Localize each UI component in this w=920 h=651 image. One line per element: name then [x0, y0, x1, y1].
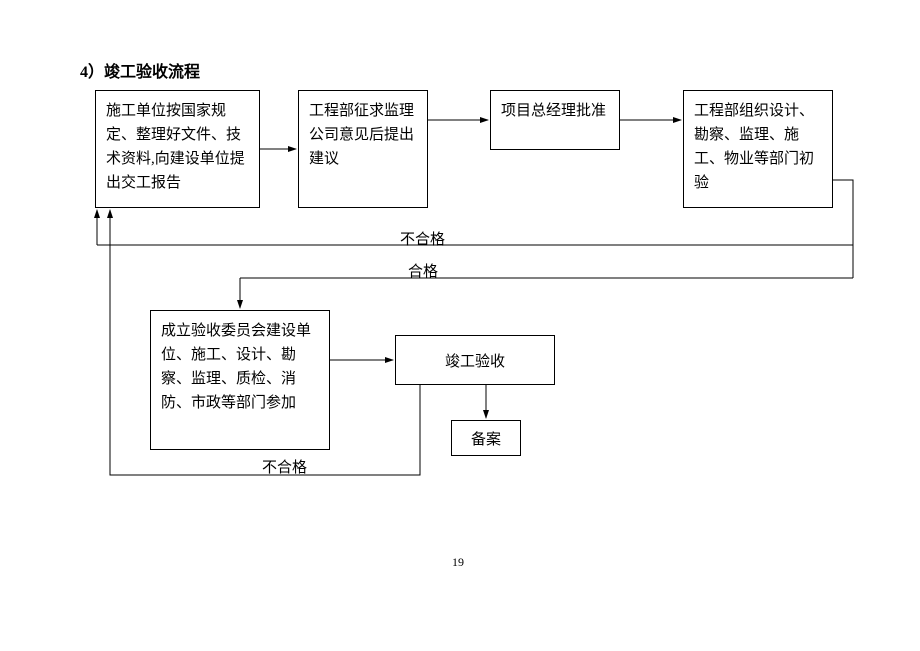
flowchart-connectors — [0, 0, 920, 651]
